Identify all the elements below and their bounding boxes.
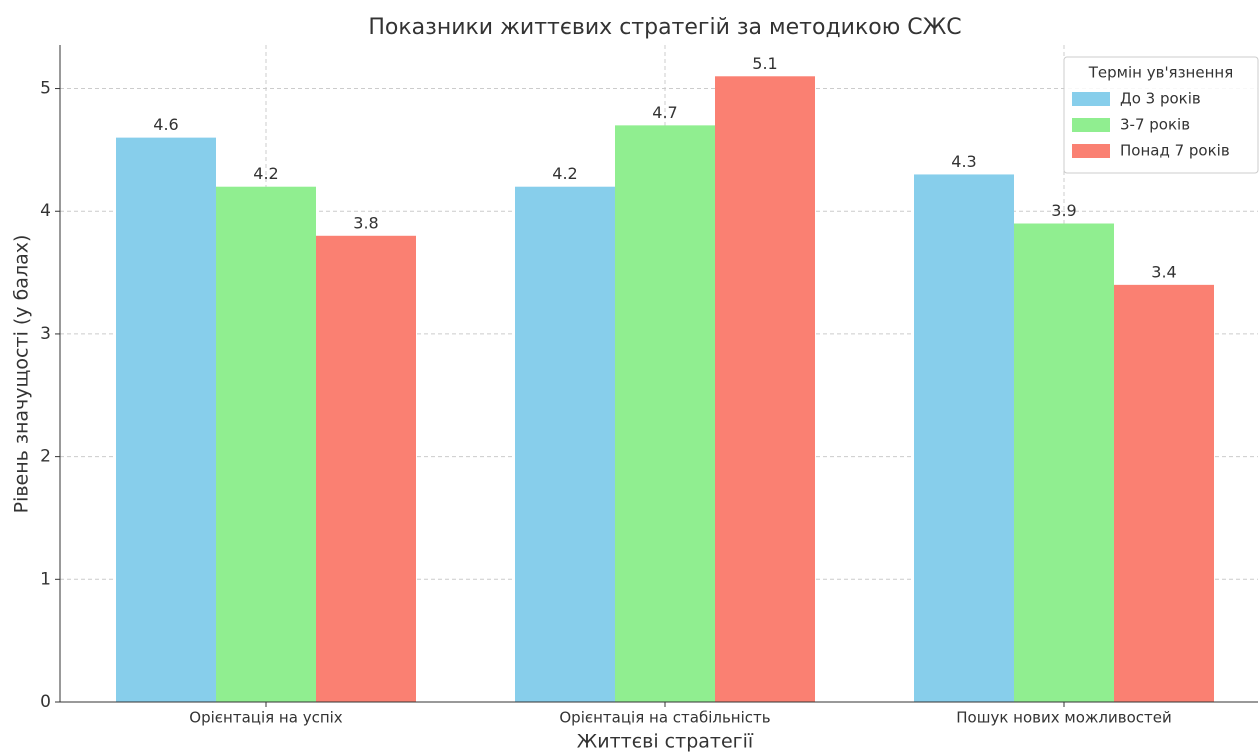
legend-swatch	[1072, 92, 1110, 106]
y-tick-label: 3	[40, 324, 51, 344]
value-label: 3.9	[1051, 201, 1076, 220]
legend-swatch	[1072, 144, 1110, 158]
value-label: 5.1	[752, 54, 777, 73]
x-axis-label: Життєві стратегії	[577, 731, 754, 753]
x-tick-label: Пошук нових можливостей	[956, 709, 1171, 727]
bar	[216, 186, 316, 703]
y-axis-label: Рівень значущості (у балах)	[11, 235, 33, 514]
chart-title: Показники життєвих стратегій за методико…	[368, 15, 961, 40]
legend-swatch	[1072, 118, 1110, 132]
bar	[1014, 223, 1114, 702]
bar	[1114, 284, 1214, 702]
legend-label: 3-7 років	[1120, 116, 1190, 134]
y-tick-label: 4	[40, 201, 51, 221]
y-tick-label: 0	[40, 692, 51, 712]
value-label: 4.3	[951, 152, 976, 171]
value-label: 4.6	[153, 115, 178, 134]
bar	[615, 125, 715, 703]
legend-label: До 3 років	[1120, 90, 1201, 108]
value-label: 3.4	[1151, 262, 1176, 281]
bar	[116, 137, 216, 702]
y-tick-label: 2	[40, 447, 51, 467]
y-tick-label: 5	[40, 79, 51, 99]
x-tick-label: Орієнтація на успіх	[189, 709, 342, 727]
bar	[515, 186, 615, 703]
bar	[914, 174, 1014, 702]
y-tick-label: 1	[40, 569, 51, 589]
value-label: 3.8	[353, 213, 378, 232]
bar	[715, 76, 815, 703]
value-label: 4.2	[552, 164, 577, 183]
legend-title: Термін ув'язнення	[1088, 64, 1234, 82]
value-label: 4.7	[652, 103, 677, 122]
bar	[316, 235, 416, 703]
legend-box	[1063, 56, 1259, 174]
x-tick-label: Орієнтація на стабільність	[559, 709, 770, 727]
value-label: 4.2	[253, 164, 278, 183]
legend-label: Понад 7 років	[1120, 142, 1230, 160]
